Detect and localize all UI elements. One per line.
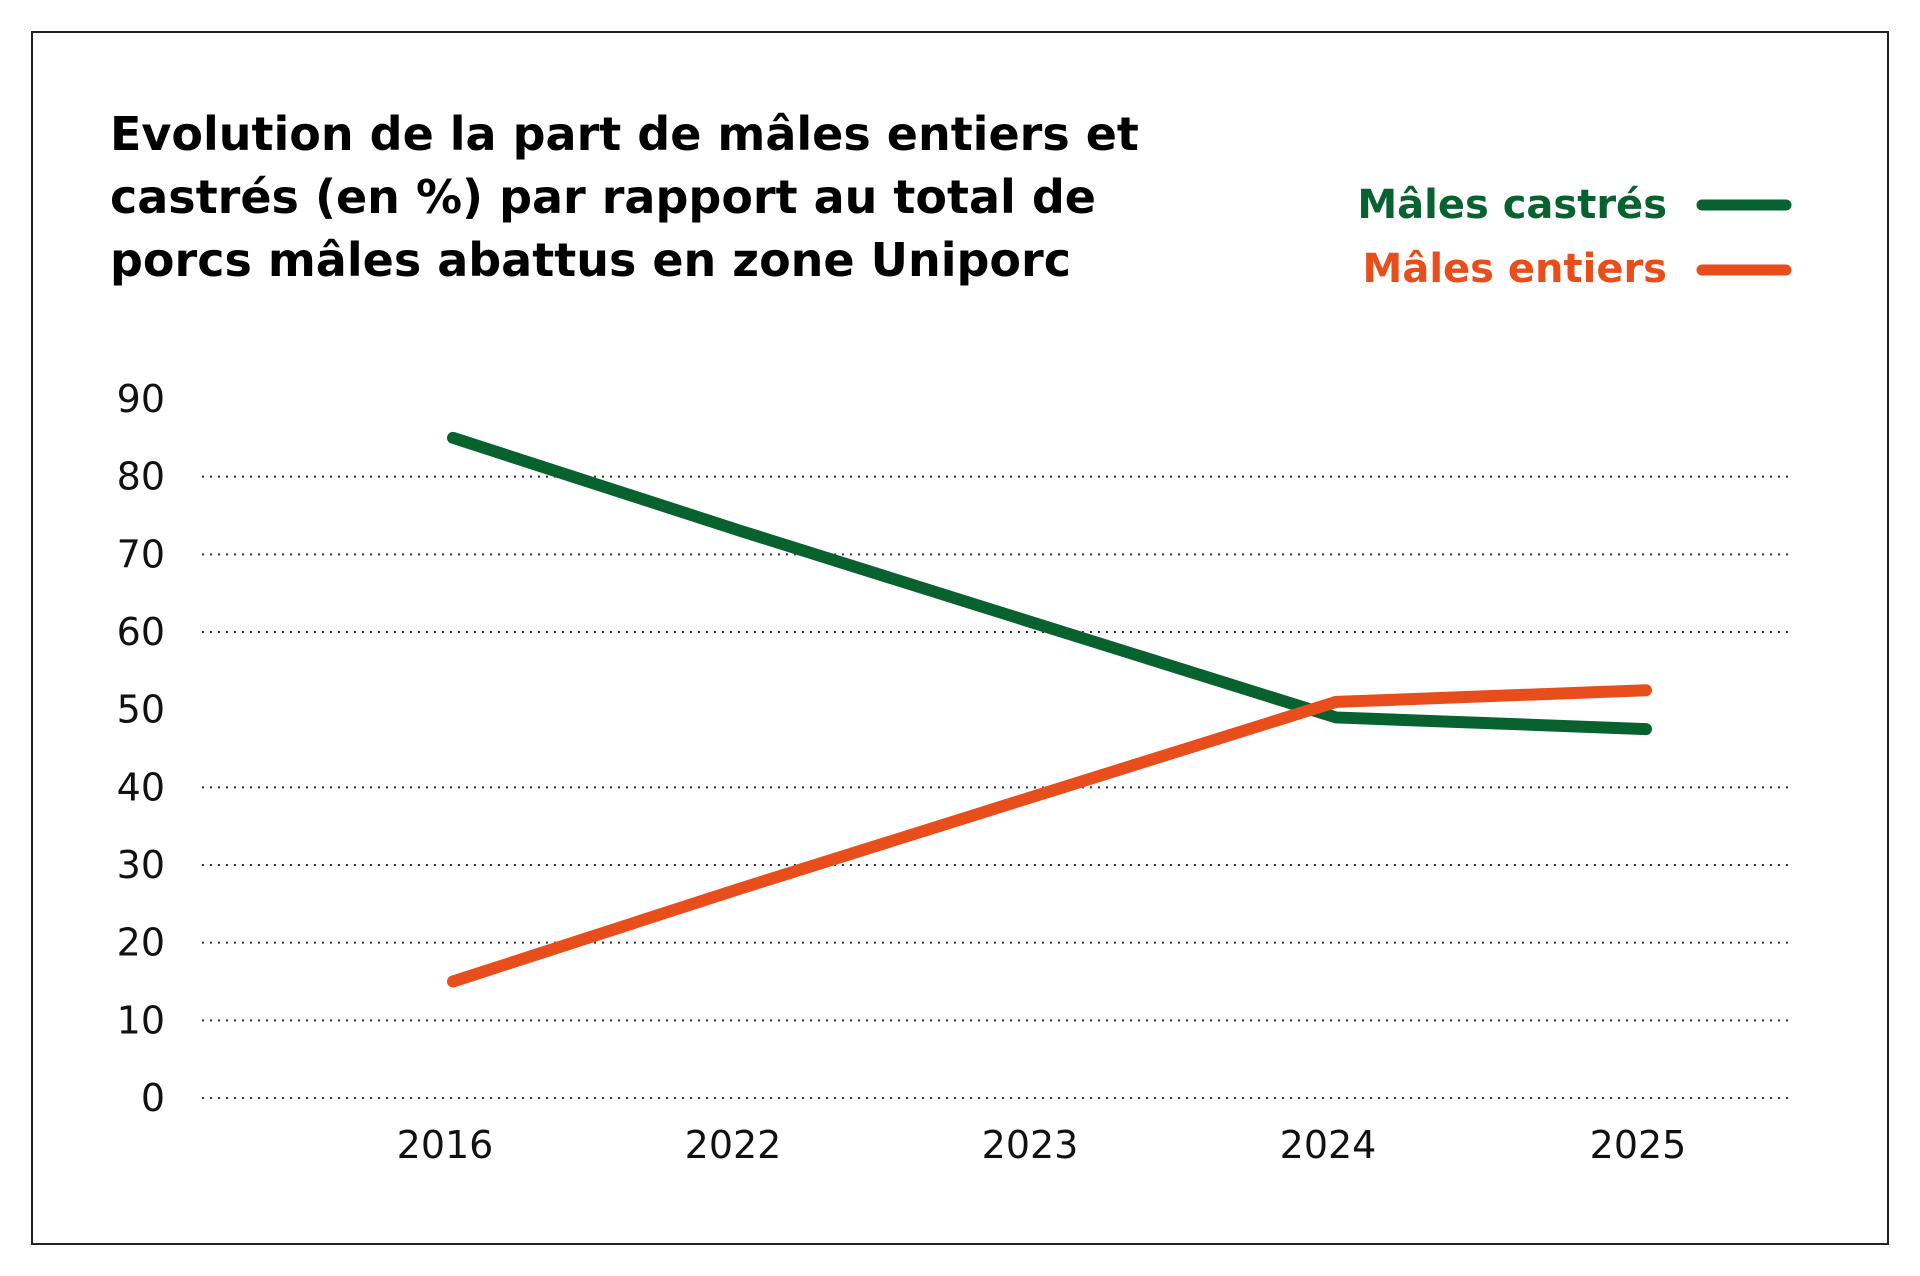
y-tick-label: 10 xyxy=(117,998,165,1042)
legend-label-castres: Mâles castrés xyxy=(1357,182,1667,228)
x-tick-label: 2023 xyxy=(982,1123,1079,1167)
chart-frame xyxy=(31,31,1889,1245)
y-tick-label: 60 xyxy=(117,610,165,654)
y-tick-label: 80 xyxy=(117,455,165,499)
title-line-3: porcs mâles abattus en zone Uniporc xyxy=(110,233,1071,287)
y-tick-label: 50 xyxy=(117,688,165,732)
x-tick-label: 2016 xyxy=(397,1123,494,1167)
x-tick-label: 2024 xyxy=(1280,1123,1377,1167)
chart-title: Evolution de la part de mâles entiers et… xyxy=(110,107,1139,287)
x-tick-label: 2025 xyxy=(1590,1123,1687,1167)
x-tick-label: 2022 xyxy=(685,1123,782,1167)
legend-label-entiers: Mâles entiers xyxy=(1363,246,1667,292)
series-line-castres xyxy=(447,431,1652,736)
y-tick-label: 0 xyxy=(141,1076,165,1120)
y-tick-label: 30 xyxy=(117,843,165,887)
y-tick-label: 90 xyxy=(117,377,165,421)
legend: Mâles castrés Mâles entiers xyxy=(1357,182,1792,292)
title-line-1: Evolution de la part de mâles entiers et xyxy=(110,107,1139,161)
y-tick-label: 40 xyxy=(117,765,165,809)
y-tick-label: 20 xyxy=(117,921,165,965)
title-line-2: castrés (en %) par rapport au total de xyxy=(110,170,1096,224)
series-line-entiers xyxy=(447,684,1652,988)
y-tick-label: 70 xyxy=(117,532,165,576)
